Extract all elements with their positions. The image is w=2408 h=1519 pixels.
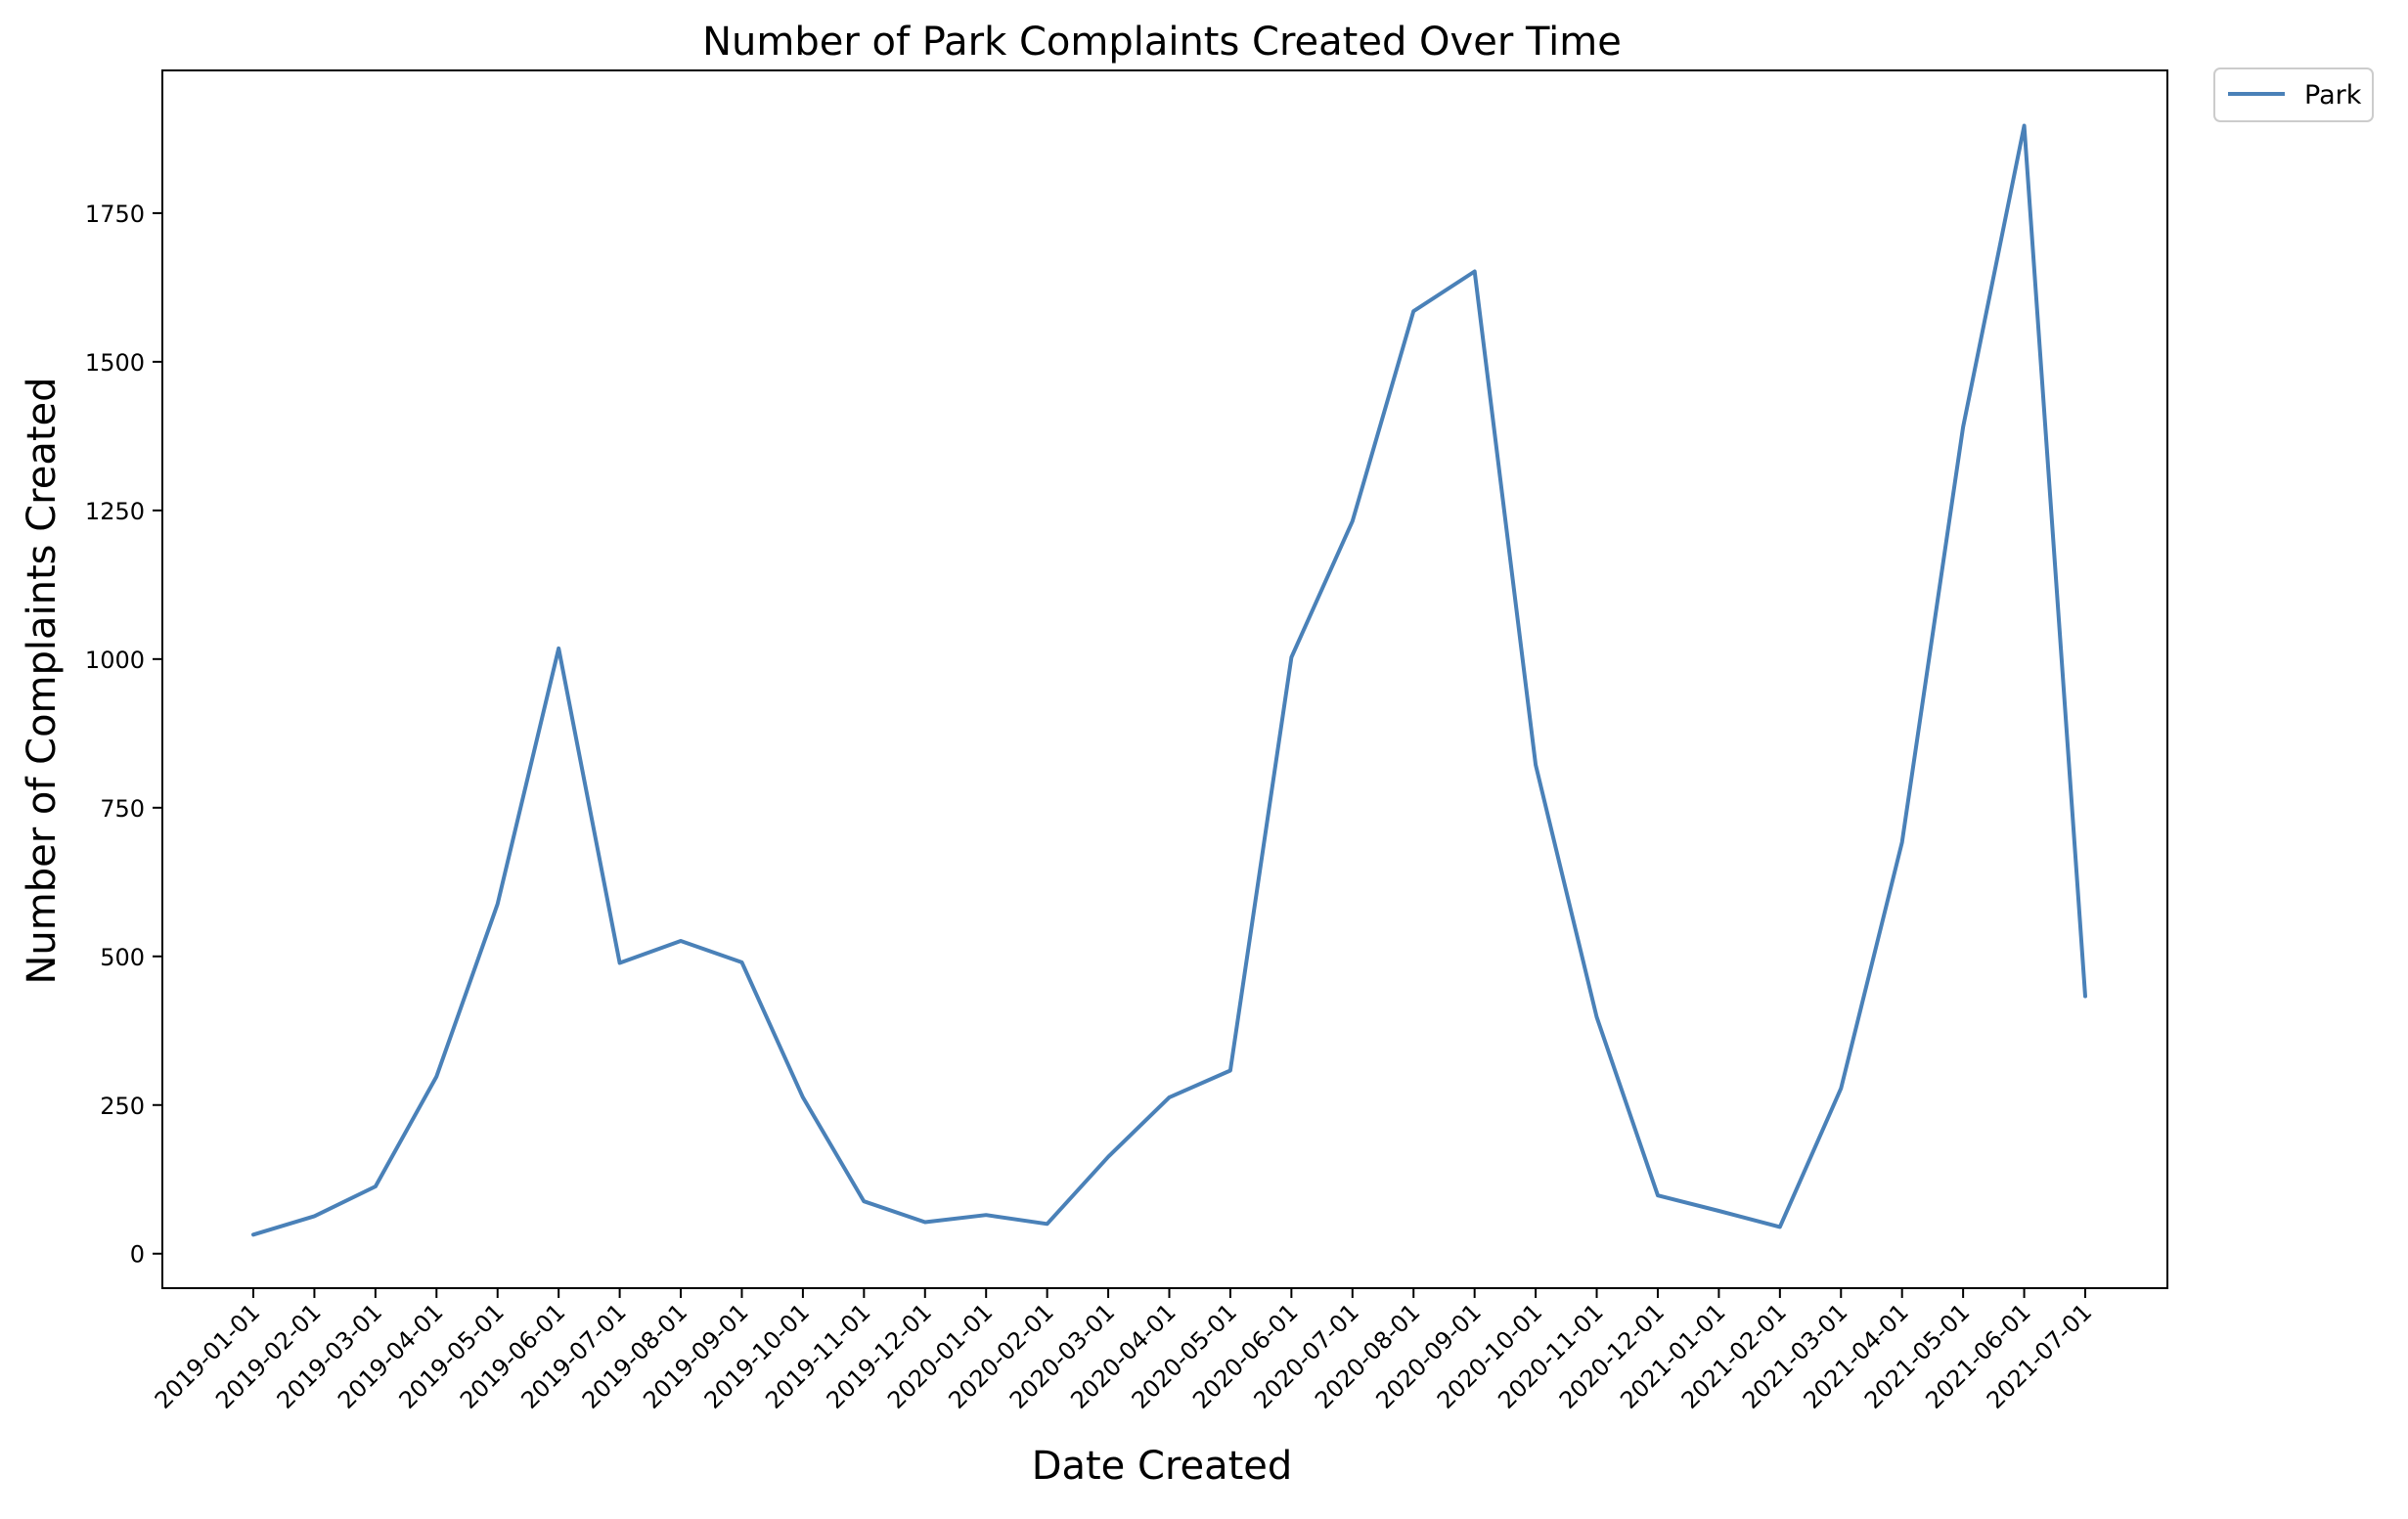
y-axis-ticks: 0 250 500 750 1000 1250 1500 1750: [85, 201, 162, 1269]
series-line-park: [251, 123, 2087, 1237]
legend: Park: [2213, 67, 2374, 122]
y-tick-label: 750: [100, 795, 145, 823]
y-tick-label: 1750: [85, 201, 145, 228]
legend-label: Park: [2304, 80, 2362, 111]
plot-frame: [161, 69, 2168, 1289]
y-axis-label: Number of Complaints Created: [20, 377, 65, 984]
y-tick-label: 0: [130, 1241, 145, 1269]
x-axis-label: Date Created: [1032, 1444, 1293, 1489]
y-tick-label: 1250: [85, 498, 145, 525]
y-tick-label: 1000: [85, 647, 145, 674]
y-tick-label: 1500: [85, 349, 145, 377]
legend-box: [2213, 67, 2374, 122]
y-tick-label: 500: [100, 944, 145, 971]
series-layer: [251, 123, 2087, 1237]
y-tick-label: 250: [100, 1093, 145, 1120]
chart-title: Number of Park Complaints Created Over T…: [702, 20, 1622, 65]
